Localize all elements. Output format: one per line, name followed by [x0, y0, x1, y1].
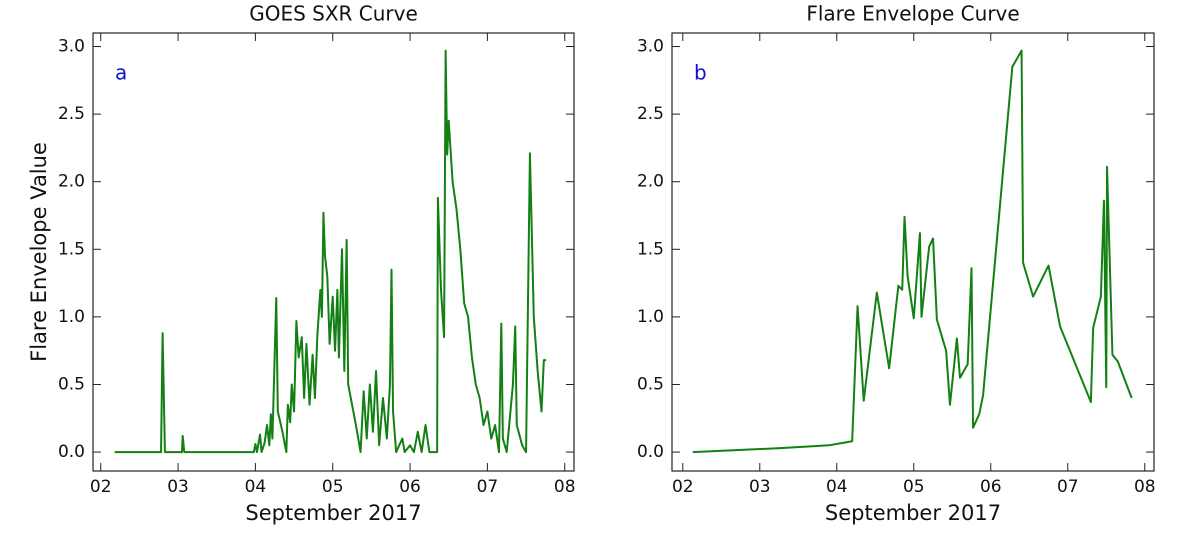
y-tick-label: 1.5: [58, 239, 85, 259]
x-tick-label: 05: [322, 477, 344, 497]
y-tick-label: 0.5: [637, 374, 664, 394]
y-tick-label: 3.0: [637, 37, 664, 57]
x-tick-label: 08: [554, 477, 576, 497]
y-tick-label: 2.0: [58, 172, 85, 192]
x-tick-label: 03: [749, 477, 771, 497]
y-tick-label: 1.0: [58, 307, 85, 327]
plot-frame: [92, 32, 575, 472]
y-tick-label: 0.5: [58, 374, 85, 394]
panel-label: a: [115, 61, 127, 85]
y-tick-label: 1.5: [637, 239, 664, 259]
y-tick-label: 3.0: [58, 37, 85, 57]
y-axis-label: Flare Envelope Value: [27, 142, 51, 362]
x-tick-label: 02: [672, 477, 694, 497]
x-tick-label: 07: [1057, 477, 1079, 497]
x-tick-label: 07: [477, 477, 499, 497]
x-tick-label: 04: [245, 477, 267, 497]
x-tick-label: 04: [826, 477, 848, 497]
y-tick-label: 0.0: [637, 442, 664, 462]
data-line: [114, 49, 547, 454]
x-tick-label: 06: [399, 477, 421, 497]
x-tick-label: 05: [903, 477, 925, 497]
y-tick-label: 2.5: [58, 104, 85, 124]
x-tick-label: 06: [980, 477, 1002, 497]
y-tick-label: 1.0: [637, 307, 664, 327]
y-tick-label: 0.0: [58, 442, 85, 462]
x-tick-label: 02: [90, 477, 112, 497]
x-tick-label: 03: [167, 477, 189, 497]
data-line: [692, 49, 1133, 454]
panel-label: b: [694, 61, 707, 85]
x-tick-label: 08: [1134, 477, 1156, 497]
plot-frame: [671, 32, 1155, 472]
x-axis-label: September 2017: [825, 501, 1001, 525]
y-tick-label: 2.5: [637, 104, 664, 124]
x-axis-label: September 2017: [245, 501, 421, 525]
chart-title: Flare Envelope Curve: [806, 2, 1019, 26]
y-tick-label: 2.0: [637, 172, 664, 192]
chart-title: GOES SXR Curve: [249, 2, 418, 26]
